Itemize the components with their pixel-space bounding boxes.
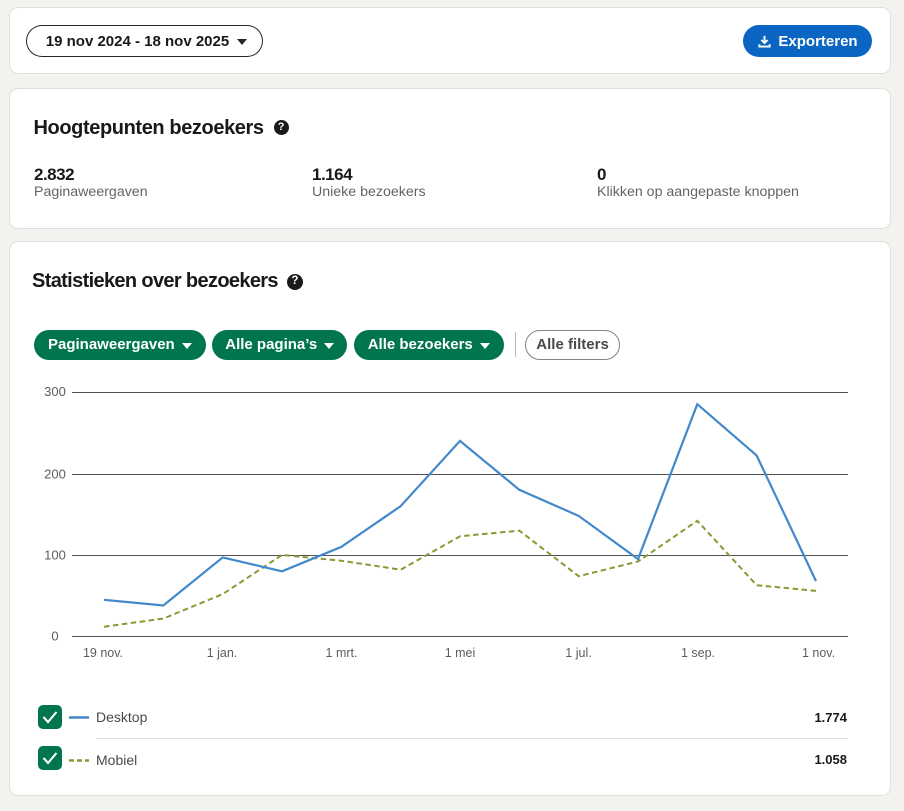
svg-text:300: 300 <box>44 384 66 399</box>
svg-text:1 mei: 1 mei <box>445 646 476 660</box>
svg-text:0: 0 <box>51 629 58 644</box>
svg-text:1 sep.: 1 sep. <box>681 646 715 660</box>
svg-text:1 jan.: 1 jan. <box>207 646 238 660</box>
svg-text:1 mrt.: 1 mrt. <box>326 646 358 660</box>
svg-text:100: 100 <box>44 548 66 563</box>
svg-text:200: 200 <box>44 467 66 482</box>
svg-text:1 nov.: 1 nov. <box>802 646 835 660</box>
svg-text:1 jul.: 1 jul. <box>565 646 591 660</box>
svg-text:19 nov.: 19 nov. <box>83 646 123 660</box>
